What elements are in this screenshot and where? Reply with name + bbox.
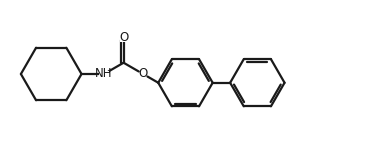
- Bar: [121, 36, 127, 42]
- Text: O: O: [138, 67, 148, 81]
- Bar: [140, 71, 146, 77]
- Bar: [99, 70, 109, 78]
- Text: NH: NH: [95, 67, 113, 81]
- Text: O: O: [119, 31, 128, 44]
